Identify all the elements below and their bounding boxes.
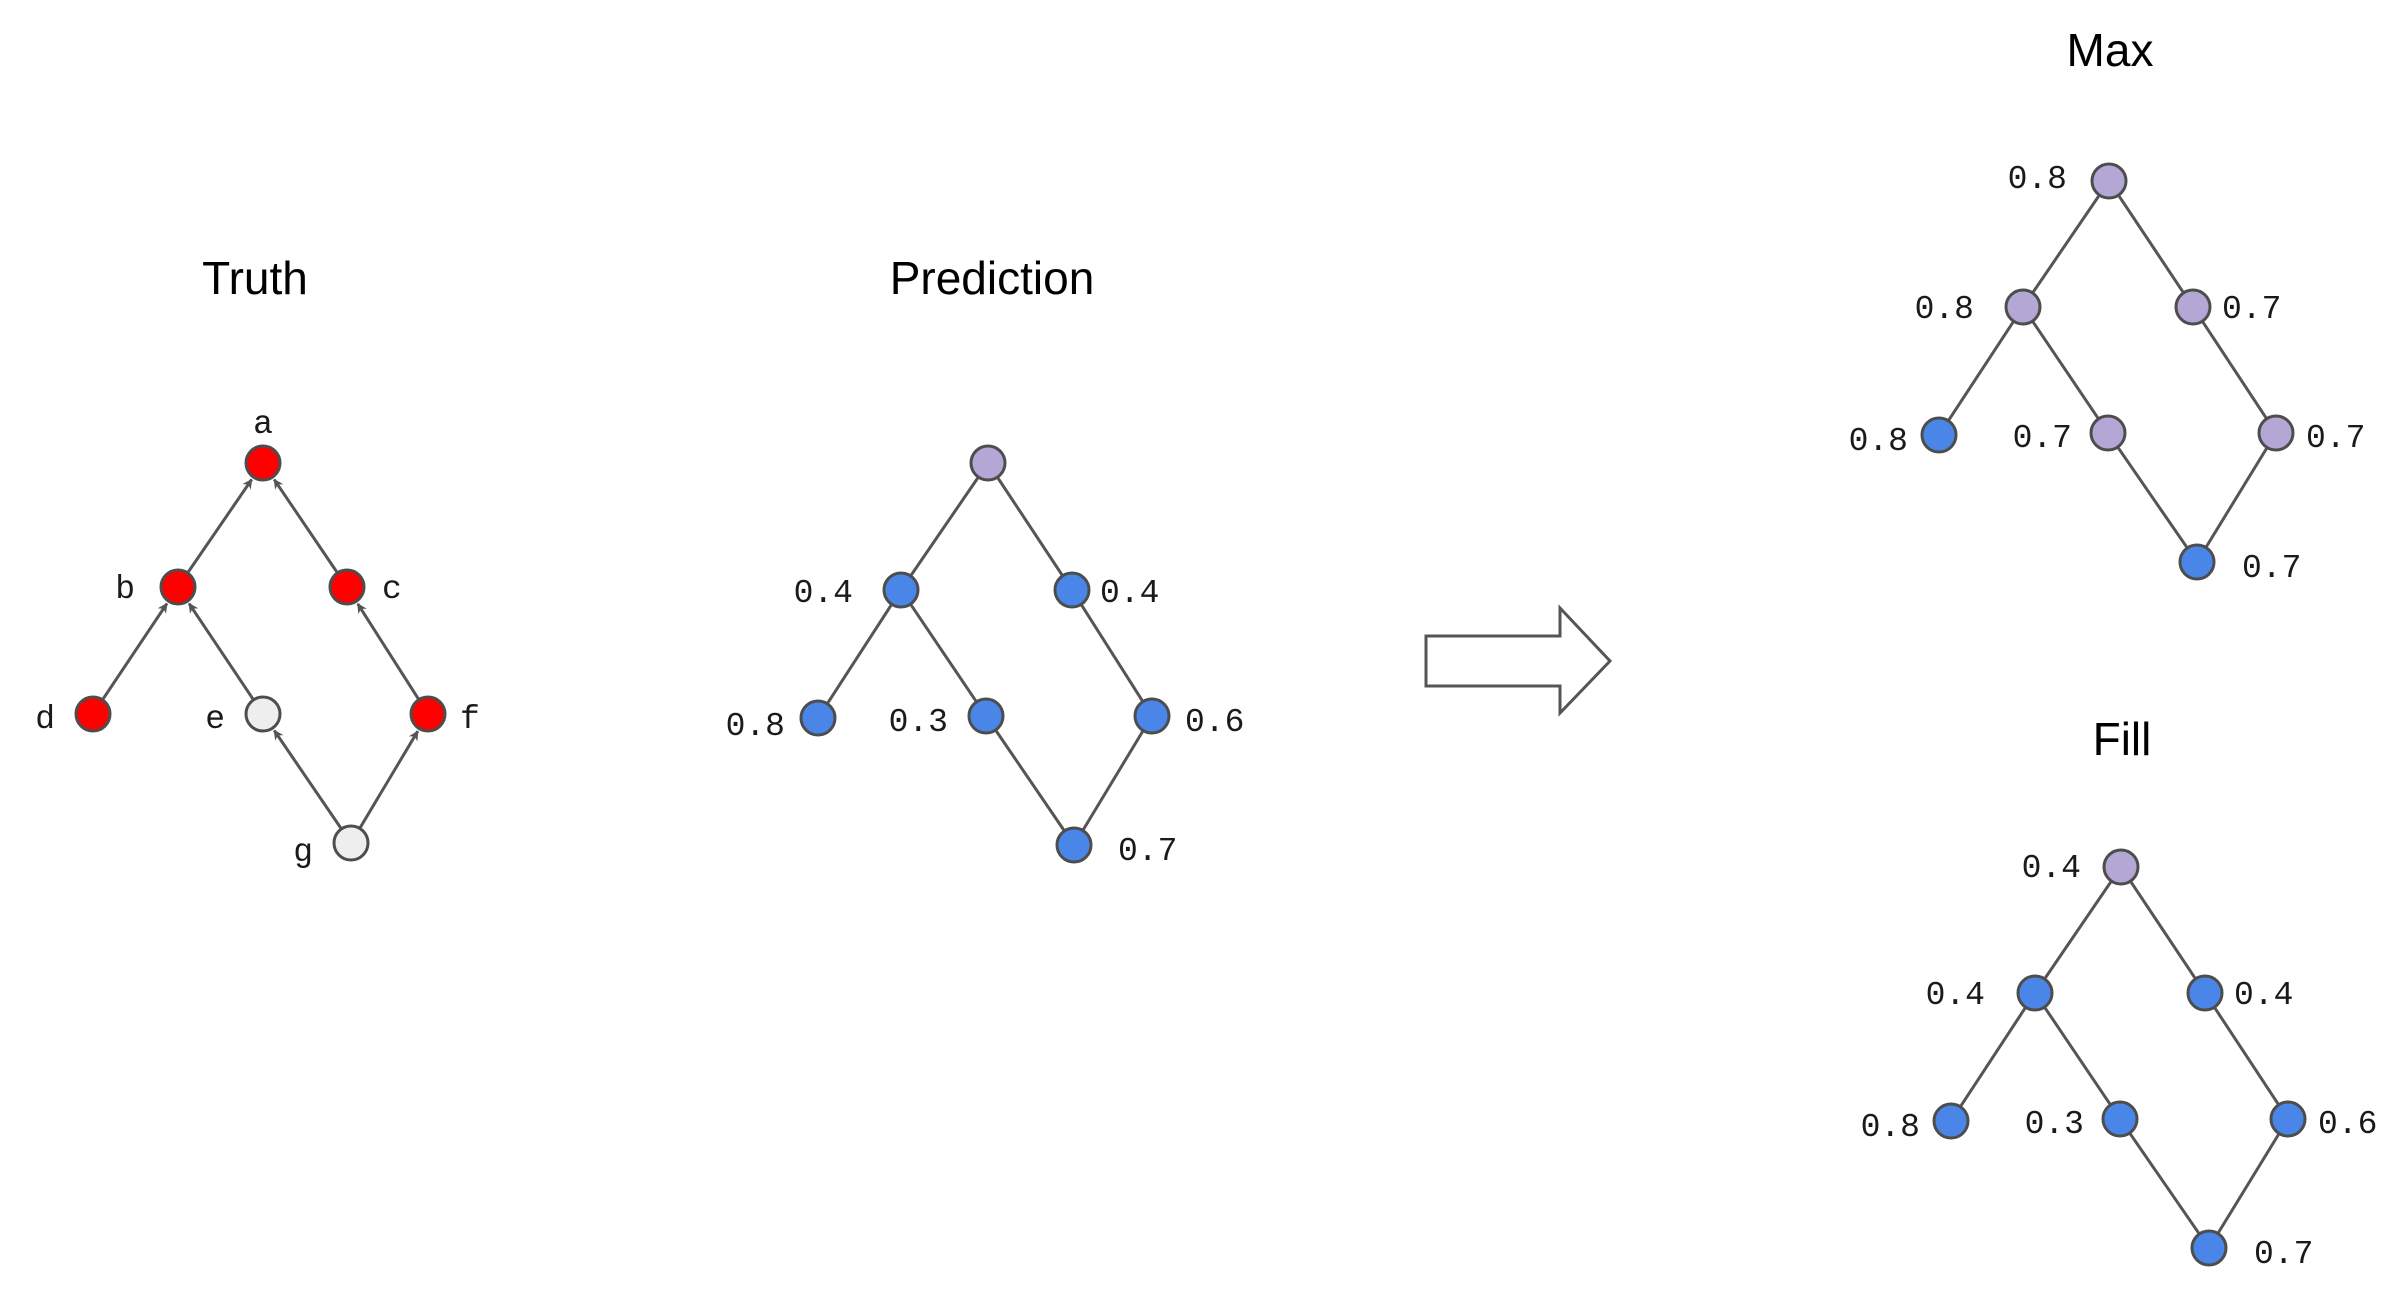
fill-label-a: 0.4 xyxy=(2022,850,2081,887)
fill-node-g xyxy=(2190,1229,2228,1267)
max-edge-e-b xyxy=(2031,321,2100,419)
fill-edge-b-a xyxy=(2043,881,2113,979)
panel-title-max: Max xyxy=(2067,24,2154,76)
prediction-edge-g-f xyxy=(1082,730,1144,831)
max-label-f: 0.7 xyxy=(2306,420,2365,457)
prediction-edge-e-b xyxy=(909,604,978,702)
truth-node-f xyxy=(409,695,447,733)
prediction-node-g xyxy=(1055,826,1093,864)
panel-title-fill: Fill xyxy=(2093,713,2152,765)
fill-label-g: 0.7 xyxy=(2254,1236,2313,1273)
max-node-g xyxy=(2178,543,2216,581)
truth-graph: a b c d e f g xyxy=(35,406,480,871)
truth-node-g xyxy=(332,824,370,862)
right-arrow-icon xyxy=(1424,604,1613,717)
prediction-edge-b-a xyxy=(909,477,980,576)
truth-node-b xyxy=(159,568,197,606)
fill-edge-g-e xyxy=(2128,1132,2201,1235)
truth-edge-c-a xyxy=(272,478,339,573)
truth-edge-g-e xyxy=(273,729,343,829)
prediction-label-b: 0.4 xyxy=(794,575,853,612)
fill-label-e: 0.3 xyxy=(2025,1106,2084,1143)
max-label-d: 0.8 xyxy=(1849,423,1908,460)
truth-label-b: b xyxy=(115,571,135,608)
max-node-a xyxy=(2090,162,2128,200)
prediction-node-d xyxy=(799,699,837,737)
fill-node-b xyxy=(2016,974,2054,1012)
prediction-label-c: 0.4 xyxy=(1100,575,1159,612)
max-edge-g-e xyxy=(2116,446,2189,549)
max-node-b xyxy=(2004,288,2042,326)
panel-title-truth: Truth xyxy=(202,252,308,304)
truth-label-d: d xyxy=(35,701,55,738)
prediction-edge-f-c xyxy=(1080,604,1144,702)
prediction-edge-c-a xyxy=(996,477,1064,576)
prediction-label-d: 0.8 xyxy=(726,708,785,745)
prediction-label-f: 0.6 xyxy=(1185,704,1244,741)
max-edge-c-a xyxy=(2117,195,2185,293)
fill-node-e xyxy=(2101,1100,2139,1138)
fill-node-a xyxy=(2102,848,2140,886)
truth-edge-e-b xyxy=(187,602,255,700)
max-label-b: 0.8 xyxy=(1915,291,1974,328)
truth-label-c: c xyxy=(382,571,402,608)
fill-node-f xyxy=(2269,1100,2307,1138)
fill-label-c: 0.4 xyxy=(2234,977,2293,1014)
truth-edge-d-b xyxy=(101,602,169,700)
fill-edge-g-f xyxy=(2217,1133,2280,1234)
max-label-c: 0.7 xyxy=(2222,291,2281,328)
prediction-node-a xyxy=(969,444,1007,482)
max-node-c xyxy=(2174,288,2212,326)
truth-node-d xyxy=(74,695,112,733)
prediction-edge-g-e xyxy=(994,730,1066,831)
max-edge-b-a xyxy=(2031,195,2101,293)
max-node-e xyxy=(2089,414,2127,452)
fill-label-b: 0.4 xyxy=(1926,977,1985,1014)
fill-label-f: 0.6 xyxy=(2318,1106,2377,1143)
max-edge-g-f xyxy=(2205,447,2268,548)
max-label-g: 0.7 xyxy=(2242,550,2301,587)
truth-node-e xyxy=(244,695,282,733)
fill-edge-d-b xyxy=(1959,1007,2027,1107)
prediction-edge-d-b xyxy=(826,604,893,704)
max-node-f xyxy=(2257,414,2295,452)
panels-layer: a b c d e f g 0.4 0.4 0.8 0.3 0.6 0.7 0.8 0.8 0.7 0.8 0.7… xyxy=(35,161,2377,1273)
fill-node-c xyxy=(2186,974,2224,1012)
prediction-label-g: 0.7 xyxy=(1118,833,1177,870)
prediction-node-c xyxy=(1053,571,1091,609)
truth-node-c xyxy=(328,568,366,606)
fill-edge-e-b xyxy=(2043,1007,2112,1105)
fill-node-d xyxy=(1932,1102,1970,1140)
truth-edge-b-a xyxy=(186,478,253,574)
truth-label-f: f xyxy=(460,701,480,738)
fill-label-d: 0.8 xyxy=(1861,1109,1920,1146)
truth-label-e: e xyxy=(205,701,225,738)
truth-edge-f-c xyxy=(356,603,420,700)
truth-label-g: g xyxy=(293,834,313,871)
fill-edge-c-a xyxy=(2129,881,2197,979)
max-edge-d-b xyxy=(1947,321,2015,421)
truth-node-a xyxy=(244,444,282,482)
fill-edge-f-c xyxy=(2213,1007,2280,1105)
prediction-graph: 0.4 0.4 0.8 0.3 0.6 0.7 xyxy=(726,444,1244,870)
truth-label-a: a xyxy=(253,406,273,443)
prediction-node-e xyxy=(967,697,1005,735)
max-graph: 0.8 0.8 0.7 0.8 0.7 0.7 0.7 xyxy=(1849,161,2366,587)
prediction-node-b xyxy=(882,571,920,609)
truth-edge-g-f xyxy=(358,730,420,829)
prediction-node-f xyxy=(1133,697,1171,735)
max-label-e: 0.7 xyxy=(2013,420,2072,457)
panel-title-prediction: Prediction xyxy=(890,252,1095,304)
max-label-a: 0.8 xyxy=(2008,161,2067,198)
max-node-d xyxy=(1920,416,1958,454)
max-edge-f-c xyxy=(2201,321,2268,419)
prediction-label-e: 0.3 xyxy=(889,704,948,741)
fill-graph: 0.4 0.4 0.4 0.8 0.3 0.6 0.7 xyxy=(1861,848,2377,1273)
